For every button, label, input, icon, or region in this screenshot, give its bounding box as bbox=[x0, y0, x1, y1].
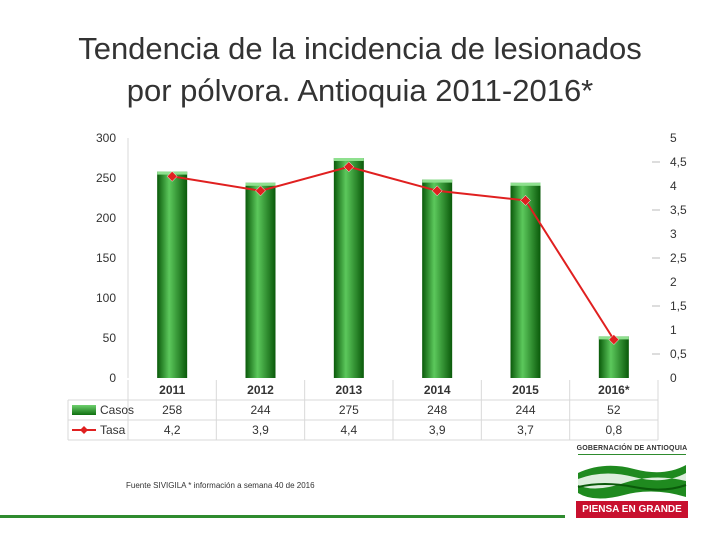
casos-value: 258 bbox=[162, 403, 182, 417]
category-label: 2014 bbox=[424, 383, 451, 397]
left-tick-label: 200 bbox=[96, 211, 116, 225]
bar-2011 bbox=[157, 171, 188, 378]
tasa-value: 4,4 bbox=[340, 423, 357, 437]
source-note: Fuente SIVIGILA * información a semana 4… bbox=[126, 481, 315, 490]
right-tick-label: 0 bbox=[670, 371, 677, 385]
bar-top-2013 bbox=[333, 158, 364, 161]
right-tick-label: 3 bbox=[670, 227, 677, 241]
footer-divider bbox=[0, 515, 565, 518]
right-tick-label: 5 bbox=[670, 131, 677, 145]
logo: GOBERNACIÓN DE ANTIOQUIA PIENSA EN GRAND… bbox=[574, 445, 690, 521]
left-axis: 0 50 100 150 200 250 300 bbox=[96, 131, 129, 385]
legend-casos-label: Casos bbox=[100, 403, 134, 417]
right-tick-label: 2 bbox=[670, 275, 677, 289]
tasa-value: 4,2 bbox=[164, 423, 181, 437]
left-tick-label: 250 bbox=[96, 171, 116, 185]
bar-2014 bbox=[422, 179, 453, 378]
left-tick-label: 300 bbox=[96, 131, 116, 145]
right-tick-label: 4 bbox=[670, 179, 677, 193]
casos-value: 275 bbox=[339, 403, 359, 417]
left-tick-label: 50 bbox=[103, 331, 117, 345]
tasa-point-2015 bbox=[520, 195, 531, 206]
casos-value: 244 bbox=[515, 403, 535, 417]
tasa-value: 0,8 bbox=[605, 423, 622, 437]
tasa-point-2013 bbox=[343, 161, 355, 173]
left-tick-label: 150 bbox=[96, 251, 116, 265]
legend-tasa-label: Tasa bbox=[100, 423, 126, 437]
title-line-2: por pólvora. Antioquia 2011-2016* bbox=[126, 73, 594, 108]
casos-value: 248 bbox=[427, 403, 447, 417]
casos-value: 52 bbox=[607, 403, 621, 417]
bar-2012 bbox=[245, 182, 276, 378]
tasa-point-2016* bbox=[608, 334, 620, 345]
tasa-line bbox=[172, 165, 615, 341]
logo-slogan: PIENSA EN GRANDE bbox=[576, 501, 688, 518]
category-label: 2015 bbox=[512, 383, 539, 397]
combo-chart: 0 50 100 150 200 250 300 0 0,5 1 1,5 2 2,5 3 3,5 4 4,5 5… bbox=[67, 131, 687, 441]
bar-2013 bbox=[333, 158, 364, 378]
tasa-value: 3,9 bbox=[252, 423, 269, 437]
data-table: 2011 2012 2013 2014 2015 2016* Casos Tasa 258 244… bbox=[67, 380, 659, 441]
tasa-value: 3,7 bbox=[517, 423, 534, 437]
bar-top-2012 bbox=[245, 182, 276, 186]
right-tick-label: 3,5 bbox=[670, 203, 687, 217]
right-tick-label: 4,5 bbox=[670, 155, 687, 169]
tasa-point-2012 bbox=[255, 185, 266, 197]
right-axis: 0 0,5 1 1,5 2 2,5 3 3,5 4 4,5 5 bbox=[652, 131, 687, 385]
right-tick-label: 1 bbox=[670, 323, 677, 337]
line-series bbox=[166, 161, 620, 345]
bar-top-2014 bbox=[422, 179, 453, 183]
tasa-point-2011 bbox=[166, 171, 178, 182]
left-tick-label: 0 bbox=[109, 371, 116, 385]
category-label: 2012 bbox=[247, 383, 274, 397]
category-label: 2013 bbox=[335, 383, 362, 397]
page-title: Tendencia de la incidencia de lesionados… bbox=[0, 28, 720, 112]
left-tick-label: 100 bbox=[96, 291, 116, 305]
legend-casos-swatch bbox=[72, 405, 96, 415]
legend-tasa-marker bbox=[80, 426, 88, 434]
tasa-value: 3,9 bbox=[429, 423, 446, 437]
right-tick-label: 0,5 bbox=[670, 347, 687, 361]
right-tick-label: 1,5 bbox=[670, 299, 687, 313]
logo-organization: GOBERNACIÓN DE ANTIOQUIA bbox=[576, 445, 688, 452]
logo-divider bbox=[578, 454, 686, 455]
category-label: 2016* bbox=[598, 383, 630, 397]
category-label: 2011 bbox=[159, 383, 185, 397]
title-line-1: Tendencia de la incidencia de lesionados bbox=[78, 31, 642, 66]
right-tick-label: 2,5 bbox=[670, 251, 687, 265]
casos-value: 244 bbox=[250, 403, 270, 417]
bar-2015 bbox=[510, 182, 541, 378]
bar-series bbox=[157, 158, 629, 378]
flag-icon bbox=[577, 465, 687, 499]
bar-top-2015 bbox=[510, 182, 541, 186]
tasa-point-2014 bbox=[431, 185, 443, 197]
